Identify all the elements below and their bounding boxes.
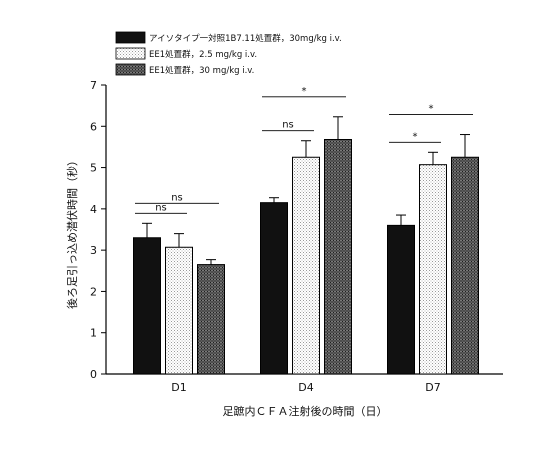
significance-label-D4: ns	[282, 120, 294, 131]
x-axis-title: 足蹠内ＣＦＡ注射後の時間（日）	[223, 404, 388, 418]
bar-D1-series-1	[166, 247, 193, 374]
bars: D1 D4 D7	[134, 117, 479, 394]
legend-swatch-isotype	[116, 32, 145, 43]
y-tick-label: 2	[90, 285, 97, 298]
legend-label-isotype: アイソタイプ一対照1B7.11処置群，30mg/kg i.v.	[149, 33, 342, 44]
bar-D4-series-2	[325, 139, 352, 374]
x-tick-label-D1: D1	[171, 381, 186, 394]
legend-label-ee1-2-5: EE1処置群，2.5 mg/kg i.v.	[149, 49, 257, 60]
legend-swatch-ee1-30	[116, 64, 145, 75]
bar-D4-series-0	[261, 203, 288, 374]
legend: アイソタイプ一対照1B7.11処置群，30mg/kg i.v. EE1処置群，2…	[116, 32, 342, 76]
y-tick-label: 7	[90, 79, 97, 92]
significance-label-D7: *	[413, 131, 418, 142]
x-tick-label-D4: D4	[298, 381, 313, 394]
bar-D7-series-1	[420, 165, 447, 374]
y-tick-label: 3	[90, 244, 97, 257]
significance-label-D1: ns	[171, 192, 183, 203]
significance-label-D7: *	[429, 104, 434, 115]
y-tick-label: 1	[90, 327, 97, 340]
significance-label-D4: *	[302, 86, 307, 97]
legend-swatch-ee1-2-5	[116, 48, 145, 59]
y-axis-title: 後ろ足引っ込め潜伏時間（秒）	[65, 155, 79, 309]
bar-D1-series-2	[198, 265, 225, 374]
y-tick-label: 4	[90, 203, 97, 216]
significance-label-D1: ns	[155, 202, 167, 213]
x-tick-label-D7: D7	[425, 381, 440, 394]
y-tick-label: 5	[90, 162, 97, 175]
legend-label-ee1-30: EE1処置群，30 mg/kg i.v.	[149, 65, 254, 76]
bar-D1-series-0	[134, 238, 161, 374]
bar-D7-series-0	[388, 225, 415, 374]
y-tick-label: 0	[90, 368, 97, 381]
bar-D7-series-2	[452, 157, 479, 374]
y-tick-label: 6	[90, 120, 97, 133]
bar-D4-series-1	[293, 157, 320, 374]
